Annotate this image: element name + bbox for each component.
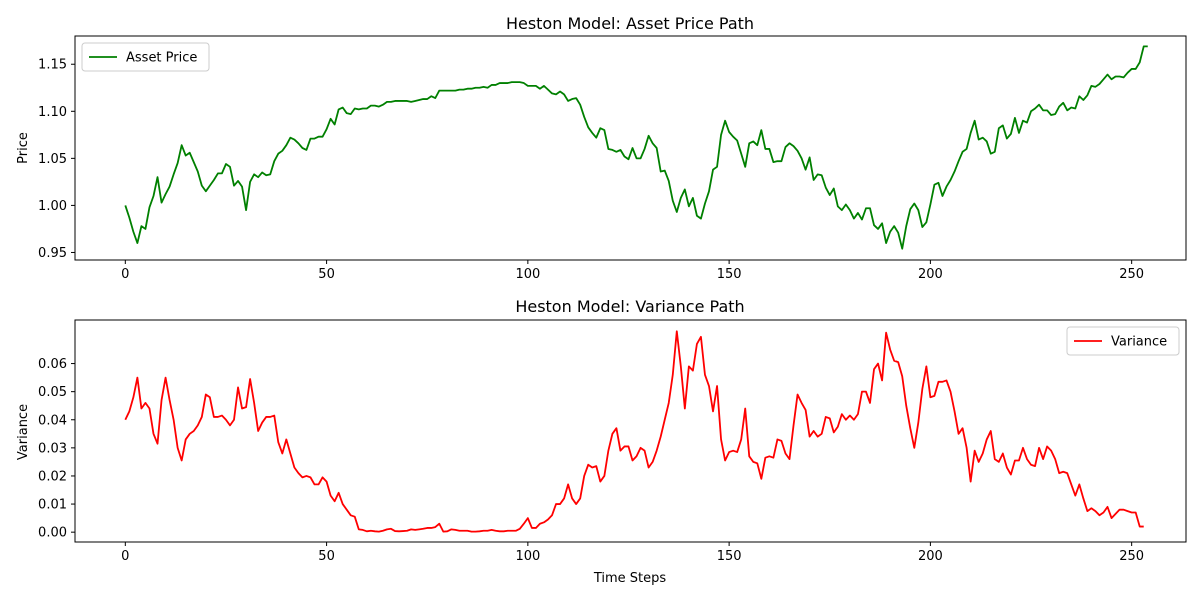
price-panel: Heston Model: Asset Price Path 0 50 100 150… <box>16 14 1187 282</box>
variance-y-tick-label: 0.05 <box>38 385 67 400</box>
price-x-ticks: 0 50 100 150 200 250 <box>121 260 1144 282</box>
price-x-tick-label: 100 <box>515 267 540 282</box>
price-y-axis-label: Price <box>16 132 31 164</box>
price-x-tick-label: 0 <box>121 267 129 282</box>
price-y-tick-label: 1.00 <box>38 199 67 214</box>
variance-y-tick-label: 0.00 <box>38 526 67 541</box>
price-y-tick-label: 1.15 <box>38 58 67 73</box>
price-legend: Asset Price <box>81 42 210 72</box>
variance-panel: Heston Model: Variance Path 0 50 100 150 200… <box>16 297 1187 586</box>
price-x-tick-label: 150 <box>717 267 742 282</box>
variance-series-line <box>124 330 1144 533</box>
variance-x-tick-label: 150 <box>717 549 742 564</box>
variance-y-axis-label: Variance <box>16 404 31 460</box>
variance-x-tick-label: 0 <box>121 549 129 564</box>
variance-x-tick-label: 200 <box>918 549 943 564</box>
variance-legend-box <box>1066 326 1180 356</box>
price-x-tick-label: 50 <box>318 267 335 282</box>
price-series-line <box>124 45 1148 250</box>
variance-chart-title: Heston Model: Variance Path <box>515 297 744 316</box>
variance-legend: Variance <box>1066 326 1180 356</box>
price-y-tick-label: 0.95 <box>38 246 67 261</box>
variance-y-tick-label: 0.01 <box>38 498 67 513</box>
price-legend-box <box>81 42 210 72</box>
variance-x-tick-label: 250 <box>1119 549 1144 564</box>
price-y-ticks: 0.95 1.00 1.05 1.10 1.15 <box>38 58 75 261</box>
price-y-tick-label: 1.05 <box>38 152 67 167</box>
price-x-tick-label: 250 <box>1119 267 1144 282</box>
price-axes-frame <box>74 35 1187 261</box>
variance-x-tick-label: 50 <box>318 549 335 564</box>
price-plot-area <box>124 45 1148 250</box>
variance-axes-frame <box>74 319 1187 543</box>
variance-y-tick-label: 0.04 <box>38 413 67 428</box>
variance-y-ticks: 0.00 0.01 0.02 0.03 0.04 0.05 0.06 <box>38 357 75 541</box>
variance-y-tick-label: 0.02 <box>38 469 67 484</box>
price-y-tick-label: 1.10 <box>38 105 67 120</box>
variance-legend-label: Variance <box>1111 335 1167 350</box>
variance-x-tick-label: 100 <box>515 549 540 564</box>
variance-plot-area <box>124 330 1144 533</box>
variance-x-axis-label: Time Steps <box>593 571 667 586</box>
price-legend-label: Asset Price <box>126 51 197 66</box>
variance-x-ticks: 0 50 100 150 200 250 <box>121 542 1144 564</box>
price-x-tick-label: 200 <box>918 267 943 282</box>
variance-y-tick-label: 0.03 <box>38 441 67 456</box>
price-chart-title: Heston Model: Asset Price Path <box>506 14 754 33</box>
variance-y-tick-label: 0.06 <box>38 357 67 372</box>
